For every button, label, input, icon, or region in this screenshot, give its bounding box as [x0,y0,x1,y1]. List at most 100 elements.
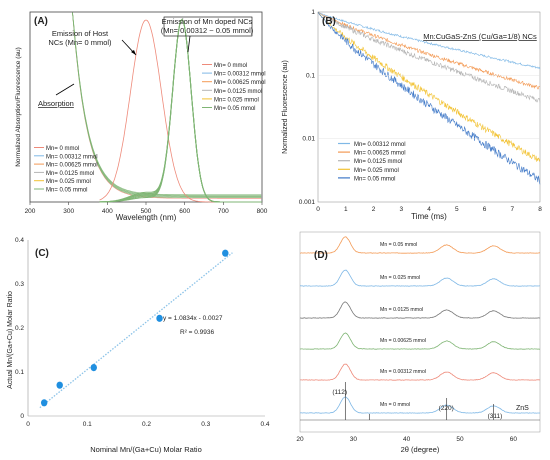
xrd-trace-label: Mn = 0.0125 mmol [380,307,423,313]
panel-a-x-axis-label: Wavelength (nm) [116,213,177,222]
data-point [40,399,48,407]
absorption-curve [72,12,262,196]
annotation-doped-box [163,16,253,37]
xrd-trace [300,236,541,254]
annotation-doped-line2: (Mn= 0.00312 ~ 0.05 mmol) [161,26,254,35]
panel-b-frame [317,11,541,203]
panel-c-r2: R² = 0.9936 [180,329,215,336]
legend-label: Mn= 0.025 mmol [214,97,259,103]
panel-b-title: Mn:CuGaS-ZnS (Cu/Ga=1/8) NCs [423,32,537,41]
panel-c-axes: 0 0.1 0.2 0.3 0.4 0 0.1 0.2 0.3 0.4 [15,237,270,428]
panel-a-x-ticks: 200 300 400 500 600 700 800 [25,202,268,215]
panel-c-y-tick-label: 0.1 [15,369,24,376]
panel-b-y-axis-label: Normalized Fluorescence (au) [282,60,289,154]
annotation-absorption: Absorption [38,99,74,108]
panel-b-x-tick-label: 2 [372,206,376,213]
legend-label: Mn= 0.0125 mmol [354,159,402,165]
panel-b-x-tick-label: 6 [483,206,487,213]
legend-label: Mn= 0.0125 mmol [214,89,262,95]
panel-c-y-tick-label: 0.3 [15,281,24,288]
panel-b-y-tick-label: 0.1 [306,72,315,79]
panel-c-x-tick-label: 0 [26,421,30,428]
panel-b-x-axis-label: Time (ms) [411,212,447,221]
panel-a: 200 300 400 500 600 700 800 (A) Emission of Ho… [15,11,268,222]
data-point [56,381,63,389]
xrd-trace [299,396,541,414]
xrd-trace [300,301,541,319]
panel-b: 0 1 2 3 4 5 6 7 8 1 0.1 0.01 0.001 (B) Mn:CuGaS-ZnS … [282,9,542,221]
panel-b-x-tick-label: 3 [399,206,403,213]
legend-label: Mn= 0.00625 mmol [46,163,98,169]
panel-a-x-tick-label: 300 [63,208,74,215]
legend-label: Mn= 0.05 mmol [46,188,88,194]
panel-a-x-tick-label: 700 [218,208,229,215]
panel-d-label: (D) [314,250,328,261]
panel-b-x-tick-label: 7 [510,206,514,213]
panel-c-x-tick-label: 0.1 [83,421,92,428]
legend-label: Mn= 0.00625 mmol [354,151,406,157]
annotation-host-arrowhead [131,50,136,55]
panel-b-x-tick-label: 5 [455,206,459,213]
data-point [222,249,229,257]
xrd-trace-label: Mn = 0.00312 mmol [380,369,426,375]
peak-label: (311) [488,413,503,420]
xrd-trace [299,332,541,350]
panel-c-x-axis-label: Nominal Mn/(Ga+Cu) Molar Ratio [90,445,202,454]
decay-curve [317,11,541,103]
absorption-curve [72,12,262,198]
absorption-curve [72,12,262,197]
panel-d-reference-pattern: (112) (220) (311) [300,382,540,421]
panel-c-fit-line [39,252,233,409]
data-point [156,314,163,322]
absorption-curve [72,12,262,198]
panel-a-label: (A) [34,16,48,27]
legend-label: Mn= 0 mmol [46,146,79,152]
xrd-trace-label: Mn = 0.025 mmol [380,275,420,281]
panel-a-x-tick-label: 400 [102,208,113,215]
panel-b-x-tick-label: 4 [427,206,431,213]
panel-d-traces: Mn = 0.05 mmol Mn = 0.025 mmol Mn = 0.0125… [299,236,541,414]
legend-label: Mn= 0.025 mmol [354,168,399,174]
absorption-curve [72,12,262,196]
annotation-doped-line1: Emission of Mn doped NCs [162,17,253,26]
panel-b-ticks: 0 1 2 3 4 5 6 7 8 1 0.1 0.01 0.001 [299,9,542,213]
panel-d-x-axis-label: 2θ (degree) [401,445,440,454]
emission-curve [99,18,262,203]
panel-b-label: (B) [322,16,336,27]
panel-a-x-tick-label: 500 [141,208,152,215]
annotation-doped-arrow [187,35,191,53]
panel-a-y-axis-label: Normalized Absorption/Fluorescence (au) [15,47,22,167]
panel-c: 0 0.1 0.2 0.3 0.4 0 0.1 0.2 0.3 0.4 (C) y = 1.083… [7,237,270,454]
legend-label: Mn= 0.00625 mmol [214,80,266,86]
legend-label: Mn= 0.00312 mmol [214,72,266,78]
panel-b-legend: Mn= 0.00312 mmol Mn= 0.00625 mmol Mn= 0.01… [338,142,406,182]
decay-curve [317,11,541,163]
panel-a-x-tick-label: 200 [25,208,36,215]
panel-a-legend-right: Mn= 0 mmol Mn= 0.00312 mmol Mn= 0.00625 mm… [202,63,266,112]
panel-d-x-tick-label: 50 [456,436,464,443]
panel-c-y-axis-label: Actual Mn/(Ga+Cu) Molar Ratio [7,291,14,389]
panel-c-x-tick-label: 0.4 [260,421,269,428]
panel-d-frame [299,231,541,433]
panel-a-legend-left: Mn= 0 mmol Mn= 0.00312 mmol Mn= 0.00625 mm… [34,146,98,194]
panel-c-y-tick-label: 0 [20,413,24,420]
panel-c-x-tick-label: 0.2 [142,421,151,428]
legend-label: Mn= 0.00312 mmol [46,154,98,160]
panel-d-x-tick-label: 60 [510,436,518,443]
annotation-host-line2: NCs (Mn= 0 mmol) [48,38,112,47]
decay-curve [317,11,541,185]
peak-label: (112) [332,389,347,396]
legend-label: Mn= 0.025 mmol [46,179,91,185]
xrd-trace [300,269,540,287]
legend-label: Mn= 0.0125 mmol [46,171,94,177]
panel-d-x-tick-label: 40 [403,436,411,443]
panel-c-equation: y = 1.0834x - 0.0027 [163,315,223,322]
legend-label: Mn= 0.00312 mmol [354,142,406,148]
panel-b-y-tick-label: 0.01 [302,136,315,143]
xrd-trace-label: Mn = 0.00625 mmol [380,338,426,344]
panel-c-y-tick-label: 0.2 [15,325,24,332]
legend-label: Mn= 0 mmol [214,63,247,69]
panel-b-y-tick-label: 0.001 [299,199,316,206]
panel-d-x-tick-label: 20 [296,436,304,443]
panel-c-y-tick-label: 0.4 [15,237,24,244]
